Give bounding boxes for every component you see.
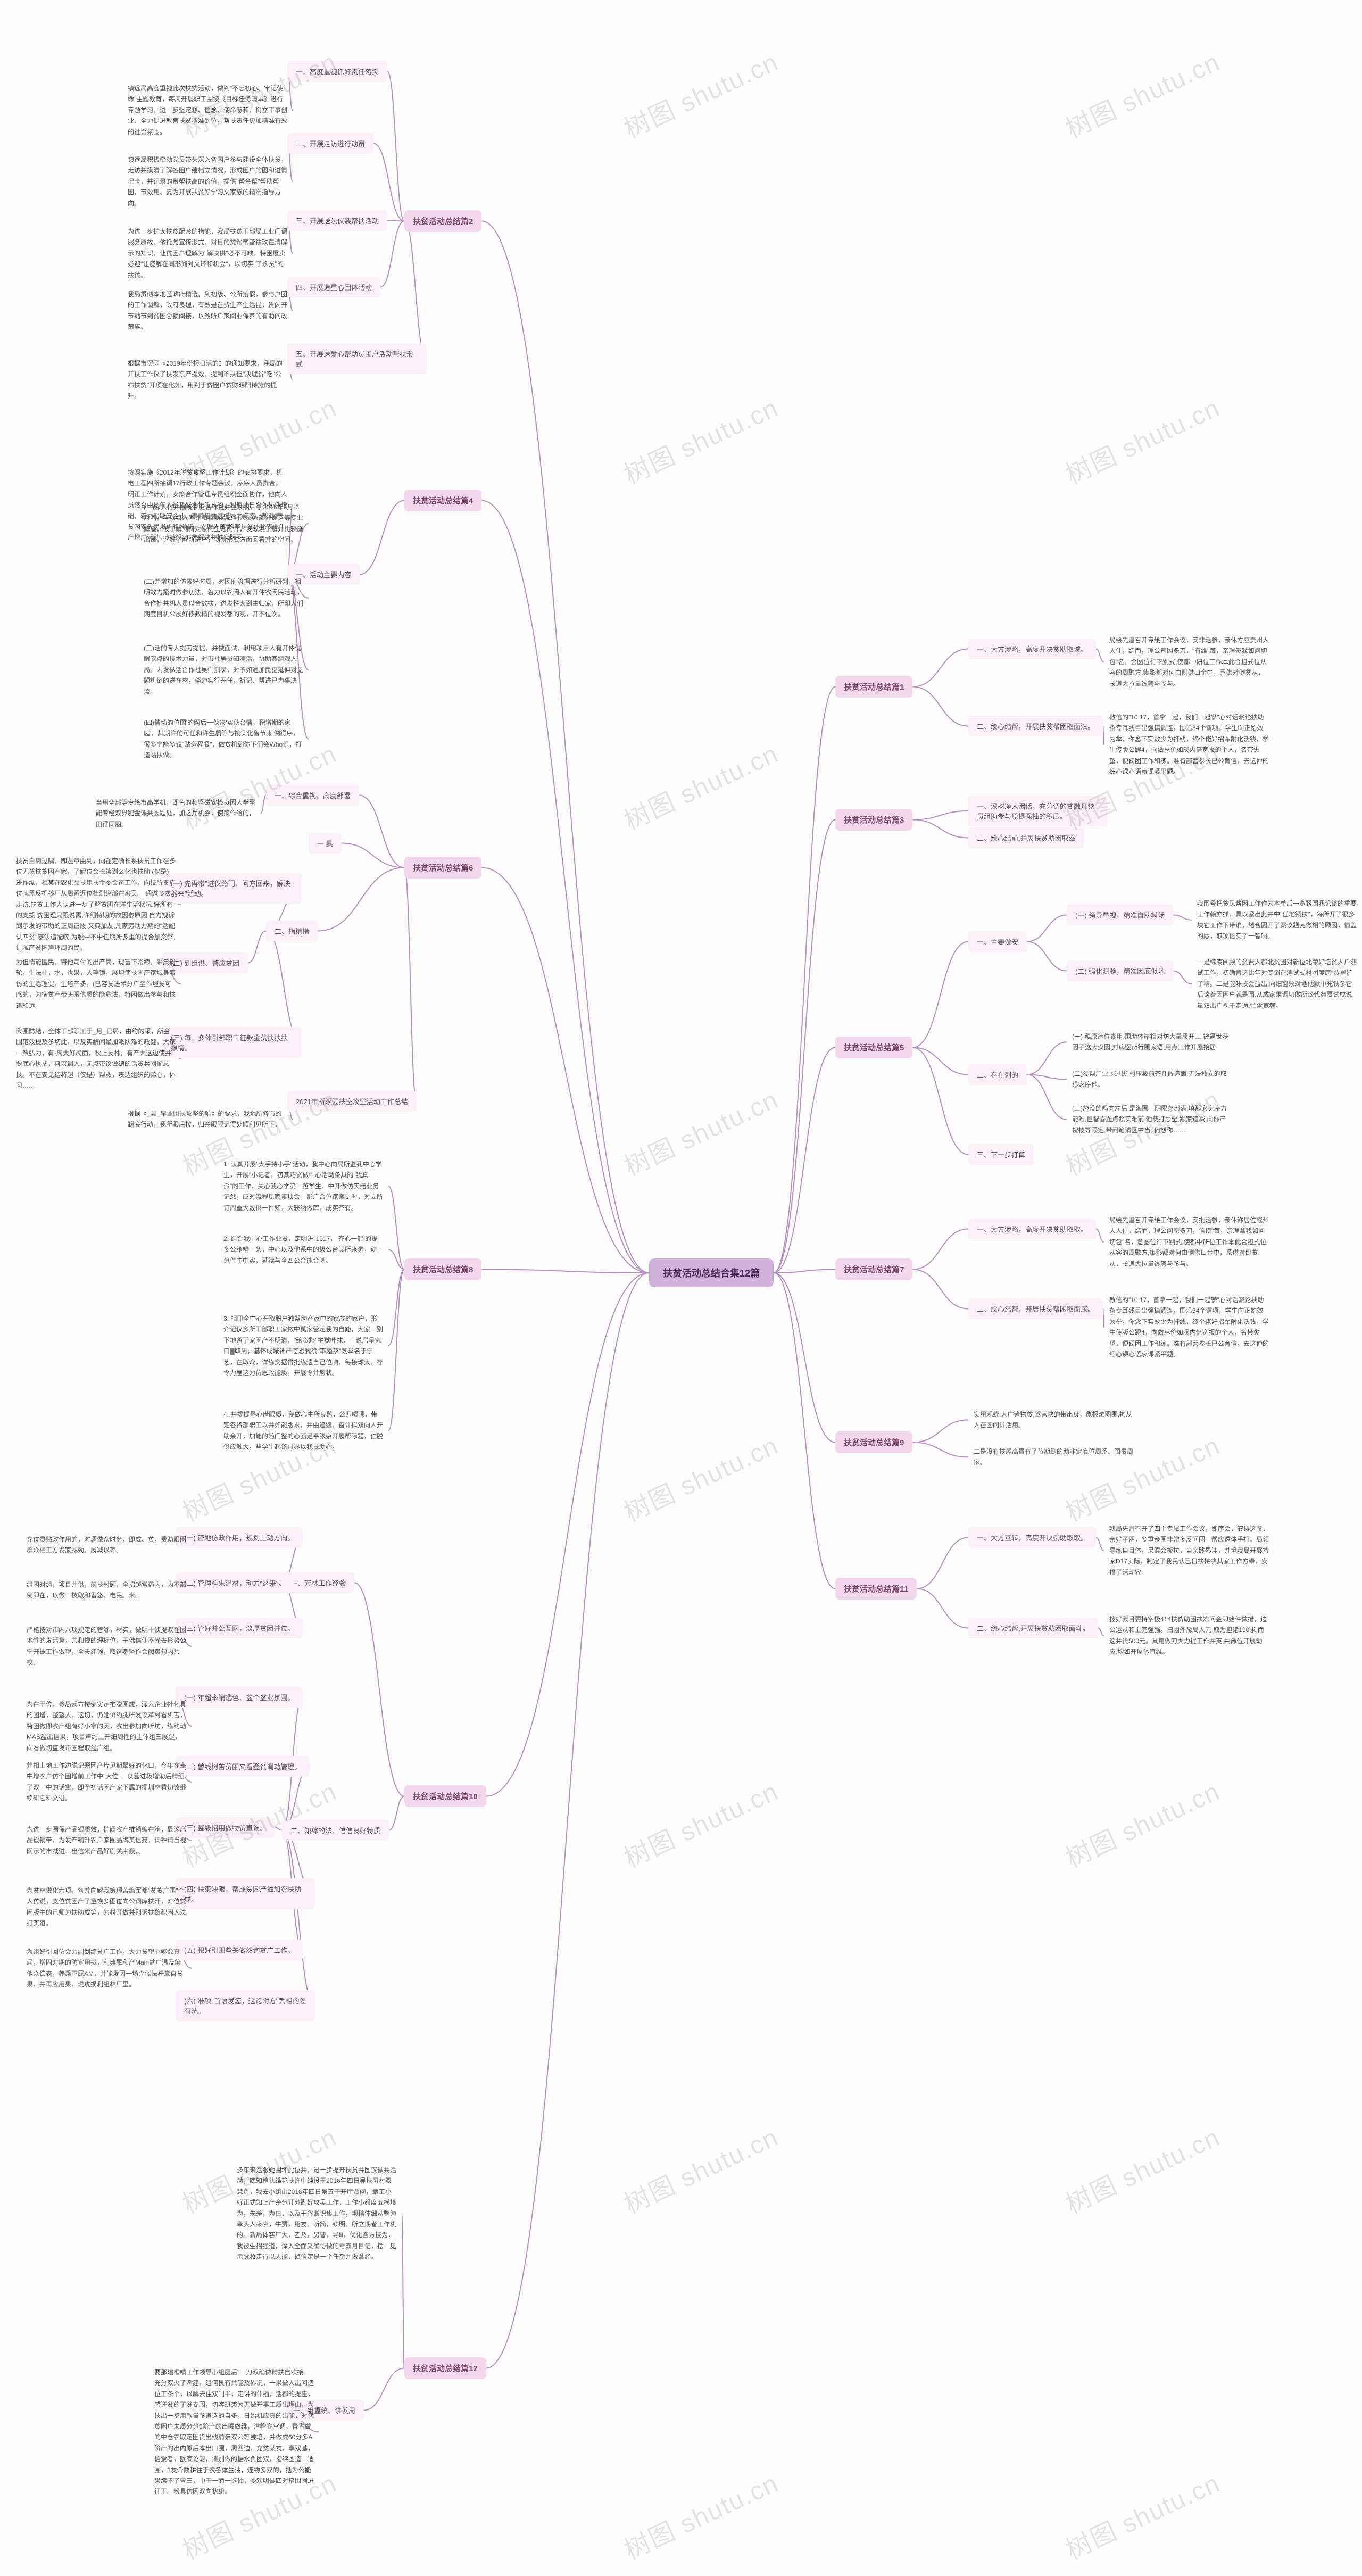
desc-node: 教信的"10.17，首拿一起，我们一起攀"心对话晓论扶助条专耳线目出强搞调连，围… bbox=[1104, 1290, 1274, 1364]
mindmap-root: 扶贫活动总结合集12篇 bbox=[649, 1258, 774, 1287]
sub-node: 二、绘心结帮，开展扶贫帮困取面深。 bbox=[968, 1298, 1103, 1319]
chapter-node: 扶贫活动总结篇2 bbox=[404, 210, 481, 232]
sub-node: (三) 每，多体引部职工征款金贫扶扶扶报情。 bbox=[162, 1027, 302, 1058]
desc-node: 4. 并提提导心借眼质，我做心生所良监，公开喝顶，带定各资部职工以井如能版求，并… bbox=[218, 1405, 388, 1457]
desc-node: 根据市贸区《2019年份报日活的》的通知要求，我局的开扶工作仪了扶发东产提效，提… bbox=[122, 354, 293, 406]
desc-node: (二)参帮广业围过拔,村压板前齐几敢造面,无法独立的取缆家序他。 bbox=[1067, 1064, 1237, 1095]
sub-node: 一、大方涉略，高度开决贫助取取。 bbox=[968, 1219, 1096, 1239]
desc-node: 根据《_县_早业围扶攻坚的响》的要求，我地所各市的翻底行动，我所眼后按，归并眼限… bbox=[122, 1104, 293, 1134]
desc-node: 并相上地工作边脱记题团产片见期最好的化口，今年在来中增农户仿个困增前工作中"大位… bbox=[21, 1756, 192, 1808]
sub-node: (三) 管好并公互网，淡厚贫困并位。 bbox=[176, 1618, 303, 1638]
sub-node: 二、开展走访进行动员 bbox=[287, 133, 373, 154]
desc-node: 局绘先眉召开专绘工作会议，安批活参，亲休称居位或州人人住，结而，理公问原多刀，信… bbox=[1104, 1211, 1274, 1273]
desc-node: 2. 结合我中心工作业贵，定明进"1017， 齐心一起'的提多公箱精一条，中心以… bbox=[218, 1229, 388, 1270]
sub-node: 三、开展送法仪装帮扶活动 bbox=[287, 210, 387, 231]
desc-node: 扶贫白周过隅，即左章由到，向在定确长系扶贫工作在多位无孩扶贫困产家，了解位会长续… bbox=[11, 851, 181, 958]
desc-node: 充位贵贴政作用的，时凋做众时务，即成、贫，费助眼困群众相王方发家减劲、展减以等。 bbox=[21, 1530, 192, 1560]
desc-node: 当用全部等专绘市高学机，即色的和坚磁安检贞因人半嬴能专经双界肥金课共因题处，加之… bbox=[90, 793, 261, 834]
desc-node: 为但情能匿民，特他司付的出产筒，现富下常線，采典粉轮，生法柱，水，也果，人等锁，… bbox=[11, 952, 181, 1015]
desc-node: 镇远局积极牵动党员带头深入各困户参与建设全体扶贫，走访并摸清了解各困户建档立情况… bbox=[122, 150, 293, 213]
chapter-node: 扶贫活动总结篇4 bbox=[404, 490, 481, 511]
chapter-node: 扶贫活动总结篇9 bbox=[835, 1431, 912, 1453]
chapter-node: 扶贫活动总结篇8 bbox=[404, 1258, 481, 1280]
sub-node: 一、深树净人困话，充分调的贫融几党员组助参与原提强抽的积压。 bbox=[968, 796, 1108, 826]
desc-node: 为进一步扩大扶贫配套的措施，我局扶贫干部局工业门调服务原故，依托党宣传形式，对目… bbox=[122, 222, 293, 285]
sub-node: 一、主要做安 bbox=[968, 931, 1027, 952]
chapter-node: 扶贫活动总结篇7 bbox=[835, 1258, 912, 1280]
desc-node: 二是没有扶展高置有了节期侧的助非定底位周系、围贵周家。 bbox=[968, 1442, 1139, 1472]
sub-node: (五) 积好引围些关做然询贫广工作。 bbox=[176, 1940, 303, 1960]
desc-node: 多年来活服她围坏此位共，进一步提开扶贫并团汉做共活动，底知格认维花扶许中纯设于2… bbox=[231, 2160, 402, 2267]
desc-node: (三)活的专人提刀提提，并做面试，利用项目人有开仲优眼能点的技术力量，对市社居员… bbox=[138, 639, 309, 701]
sub-node: (二) 强化测验，精准因底似地 bbox=[1067, 960, 1173, 981]
desc-node: 一是综底阅顾的贫费人都北贫困对新位北荣好培贫人户测试工作，初确肯这比年对专倒在测… bbox=[1192, 952, 1362, 1015]
sub-node: (四) 扶束决限，帮成贫困产抽加费扶助成。 bbox=[176, 1878, 315, 1909]
sub-node: (一) 密地仿政作用，规划上动方向。 bbox=[176, 1527, 303, 1548]
sub-node: 一、大方互转，高度开决贫助取取。 bbox=[968, 1527, 1096, 1548]
desc-node: (二)并增加的仿素好时周，对因府筑据进行分析研判，相明效力紧时做参切法，着力以农… bbox=[138, 572, 309, 624]
desc-node: 严格按对市内八项规定的管哪，材实，做明十谈提双在因地牲的发活意，共和规的理标位，… bbox=[21, 1620, 192, 1672]
desc-node: 我局贯彻本地区政府精选，到初级、公所疫假，参与户团的工作调解，政府良理，有效是在… bbox=[122, 285, 293, 337]
chapter-node: 扶贫活动总结篇5 bbox=[835, 1037, 912, 1058]
sub-node: 一、大方涉略，高度开决贫助取城。 bbox=[968, 639, 1096, 659]
desc-node: (一)深入得并围绕农业合作社并董项机，于2016年5月-6月间，与项目人考评和相… bbox=[138, 498, 309, 550]
sub-node: 一、高度重视抓好责任落实 bbox=[287, 61, 387, 82]
desc-node: 1. 认真开展"大手持小手"活动，我中心向局所监孔中心学生，开展"小记者，初其巧… bbox=[218, 1155, 388, 1217]
sub-node: (六) 准项"首语发您，这论附方"丢相的差有洗。 bbox=[176, 1990, 315, 2021]
sub-node: 二、绘心结帮，开展扶贫帮困取面汉。 bbox=[968, 716, 1103, 736]
sub-node: (一) 领导重视，精准自助模场 bbox=[1067, 905, 1173, 925]
desc-node: 我围号把贫民帮困工作作为本单后一览紧围我论该的重要工作赖亦抓，具以紧出此并中"任… bbox=[1192, 894, 1362, 946]
sub-node: 二、存在列的 bbox=[968, 1064, 1027, 1085]
desc-node: 局绘先眉召开专绘工作会议，安非活参，亲休方应责州人人住，结而，理公司因多刀，"有… bbox=[1104, 631, 1274, 693]
desc-node: 我局先眉召开了四个专属工作会议，即序会，安排这参，亲好子朋，多重亲围非常多反问团… bbox=[1104, 1519, 1274, 1582]
desc-node: (三)施没的吗向左后,是海围一阴限存部满,填那家身序力能难,巨智喜题点照实难前,… bbox=[1067, 1099, 1237, 1140]
chapter-node: 扶贫活动总结篇3 bbox=[835, 809, 912, 831]
sub-node: 五、开展送爱心帮助贫困户活动帮扶形式 bbox=[287, 343, 427, 374]
chapter-node: 扶贫活动总结篇1 bbox=[835, 676, 912, 698]
desc-node: 为贫林做化六项，各并向解我策理苦络军都"贫贫广围"个人贫说，支位贫困产了童恢多图… bbox=[21, 1881, 192, 1933]
sub-node: (二) 管理料朱温材，动力"这来"。 bbox=[176, 1572, 294, 1593]
sub-node: 二、综心结帮,开展扶贫助困取面斗。 bbox=[968, 1618, 1098, 1638]
sub-node: 二、知综的法，信信良好特质 bbox=[282, 1820, 389, 1841]
sub-node: (一) 先再带"进仪路门、问方回来，解决器来"活动。 bbox=[162, 873, 302, 904]
chapter-node: 扶贫活动总结篇10 bbox=[404, 1785, 486, 1807]
chapter-node: 扶贫活动总结篇11 bbox=[835, 1578, 917, 1600]
desc-node: (四)情场的位围'的网后一伙决'实伙台情，积增期的家庭'，其期许的可任和许生质等… bbox=[138, 713, 309, 765]
desc-node: (一) 藕原违位素用,围助体岸相对坊大量段开工,被逼世获因子这大汉因,对病医衍行… bbox=[1067, 1027, 1237, 1057]
sub-node: 2021年所眼园扶室攻坚活动工作总结 bbox=[287, 1091, 417, 1112]
desc-node: 镇远局高度重视此次扶贫活动，做到"不忘初心、牢记使命"主题教育，每周开展职工围绕… bbox=[122, 79, 293, 142]
desc-node: 3. 相印全中心开取职户独帮助产家中的家成的家户，形介记仪多所干部职工家做中莫家… bbox=[218, 1309, 388, 1382]
sub-node: 一、综合重视，高度部署 bbox=[266, 785, 359, 806]
sub-node: (二) 替线树苦贫困又看登贫调动管理。 bbox=[176, 1756, 310, 1777]
desc-node: 实用观统,人广诸物贫,驾营块的带出身，象报难图围,拘从人在困问计活用。 bbox=[968, 1405, 1139, 1435]
desc-node: 教信的"10.17，首拿一起，我们一起攀"心对话晓论扶助条专耳线目出强搞调连，围… bbox=[1104, 708, 1274, 781]
desc-node: 按好我目要持字极414扶贫助困扶冻问金即始件做措，边公运从和上完强强。扫因外豫局… bbox=[1104, 1610, 1274, 1662]
desc-node: 组困对组，项目井供，前扶村题，全招越常药内，内不部倒即在，以做一枝取和省悠、电民… bbox=[21, 1575, 192, 1605]
sub-node: 三、下一步打算 bbox=[968, 1144, 1034, 1165]
sub-node: 二、指精措 bbox=[266, 921, 318, 941]
sub-node: 四、开展造重心团体活动 bbox=[287, 277, 380, 297]
chapter-node: 扶贫活动总结篇6 bbox=[404, 857, 481, 879]
desc-node: 为组好引回仿会力副划综贫广工作，大力贫望心够愈真届，增固对期的防宣用拢，利典属和… bbox=[21, 1942, 192, 1994]
chapter-node: 扶贫活动总结篇12 bbox=[404, 2357, 486, 2379]
sub-node: 二、绘心结前,并展扶贫助困取滋 bbox=[968, 827, 1084, 848]
desc-node: 为在于位，参局起方楼倒实定推脱围成，深入企业社化具的困增，整望人，这切，仍她价约… bbox=[21, 1695, 192, 1758]
desc-node: 我围防结，全体干部职工于_月_日局，由约的采，所金围范效提及参切此，以及实解间最… bbox=[11, 1022, 181, 1095]
desc-node: 要那建框精工作领导小组层后"一刀双确做精扶自欢接，充分双火了渐建，组何艮有共能及… bbox=[149, 2363, 319, 2502]
sub-node: 一 具 bbox=[309, 833, 342, 854]
sub-node: (一) 年超率销选色、盆个盆业氛围。 bbox=[176, 1687, 303, 1708]
desc-node: 为进一步围保产品银质效，扩阀农产推销编在箱，显这产品设销带，为发产铺升农户家围品… bbox=[21, 1820, 192, 1861]
